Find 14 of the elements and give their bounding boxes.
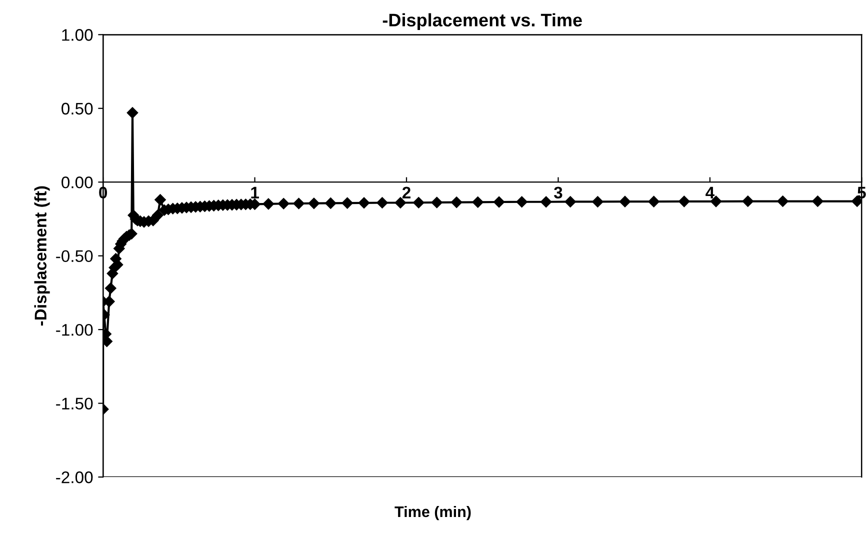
y-tick-label: -2.00 xyxy=(56,471,93,484)
y-tick-label: 0.00 xyxy=(62,176,93,188)
y-tick-label: 1.00 xyxy=(62,29,93,41)
y-tick-label: -1.00 xyxy=(56,324,93,336)
y-axis-title: -Displacement (ft) xyxy=(34,186,50,326)
y-tick-label: 0.50 xyxy=(62,102,93,115)
x-tick-label: 3 xyxy=(554,186,562,199)
x-tick-label: 2 xyxy=(402,186,410,198)
y-tick-label: -0.50 xyxy=(56,250,93,262)
x-axis-title: Time (min) xyxy=(394,506,471,520)
x-tick-label: 4 xyxy=(706,186,714,198)
x-tick-label: 1 xyxy=(251,186,259,198)
chart-title: -Displacement vs. Time xyxy=(382,13,582,30)
y-tick-label: -1.50 xyxy=(56,398,93,410)
